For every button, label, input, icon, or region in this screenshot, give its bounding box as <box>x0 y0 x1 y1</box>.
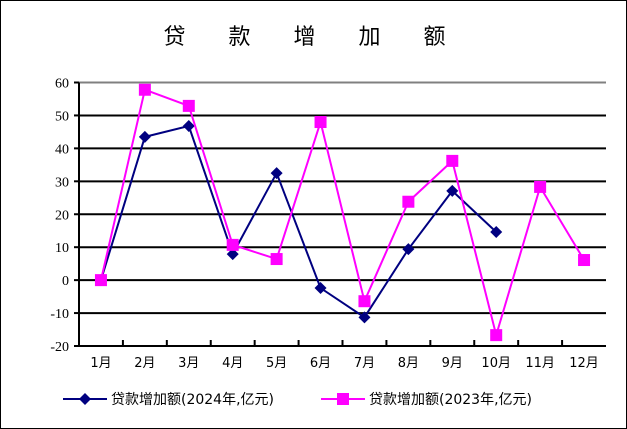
legend-square-marker <box>337 393 349 405</box>
x-tick-label: 1月 <box>90 356 111 371</box>
y-tick-label: 30 <box>55 175 69 190</box>
data-point-diamond <box>314 282 327 295</box>
series-line-0 <box>100 124 497 319</box>
data-point-diamond <box>138 130 151 143</box>
data-point-square <box>402 195 415 208</box>
x-tick-label: 2月 <box>134 356 155 371</box>
x-tick-label: 10月 <box>481 356 511 371</box>
x-tick-label: 4月 <box>222 356 243 371</box>
x-tick-label: 7月 <box>354 356 375 371</box>
data-point-diamond <box>402 243 415 256</box>
y-tick-label: 20 <box>55 208 69 223</box>
x-tick-label: 8月 <box>398 356 419 371</box>
y-tick-label: -20 <box>50 340 69 355</box>
data-point-square <box>314 116 327 129</box>
x-tick-label: 12月 <box>569 356 599 371</box>
data-point-diamond <box>358 311 371 324</box>
x-tick-label: 6月 <box>310 356 331 371</box>
data-point-diamond <box>446 184 459 197</box>
legend-diamond-marker <box>79 393 91 405</box>
data-point-square <box>270 253 283 266</box>
y-tick-label: -10 <box>50 307 69 322</box>
y-tick-label: 50 <box>55 109 69 124</box>
data-point-square <box>358 295 371 308</box>
x-tick-label: 11月 <box>525 356 555 371</box>
data-point-square <box>446 154 459 167</box>
series-line-1 <box>99 88 585 339</box>
data-point-square <box>578 254 591 267</box>
y-tick-label: 60 <box>55 77 69 92</box>
chart-title: 贷 款 增 加 额 <box>163 25 464 50</box>
data-point-diamond <box>270 167 283 180</box>
x-tick-label: 3月 <box>178 356 199 371</box>
y-tick-label: 0 <box>62 274 69 289</box>
data-point-diamond <box>226 248 239 261</box>
legend-label: 贷款增加额(2023年,亿元) <box>369 392 532 408</box>
legend-label: 贷款增加额(2024年,亿元) <box>111 392 274 408</box>
x-tick-label: 5月 <box>266 356 287 371</box>
y-tick-label: 10 <box>55 241 69 256</box>
y-tick-label: 40 <box>55 142 69 157</box>
data-point-square <box>138 83 151 96</box>
x-tick-label: 9月 <box>442 356 463 371</box>
data-point-diamond <box>490 226 503 239</box>
data-point-square <box>490 329 503 342</box>
data-point-square <box>226 238 239 251</box>
data-point-square <box>182 99 195 112</box>
data-point-square <box>94 274 107 287</box>
data-point-square <box>534 180 547 193</box>
data-point-diamond <box>182 119 195 132</box>
